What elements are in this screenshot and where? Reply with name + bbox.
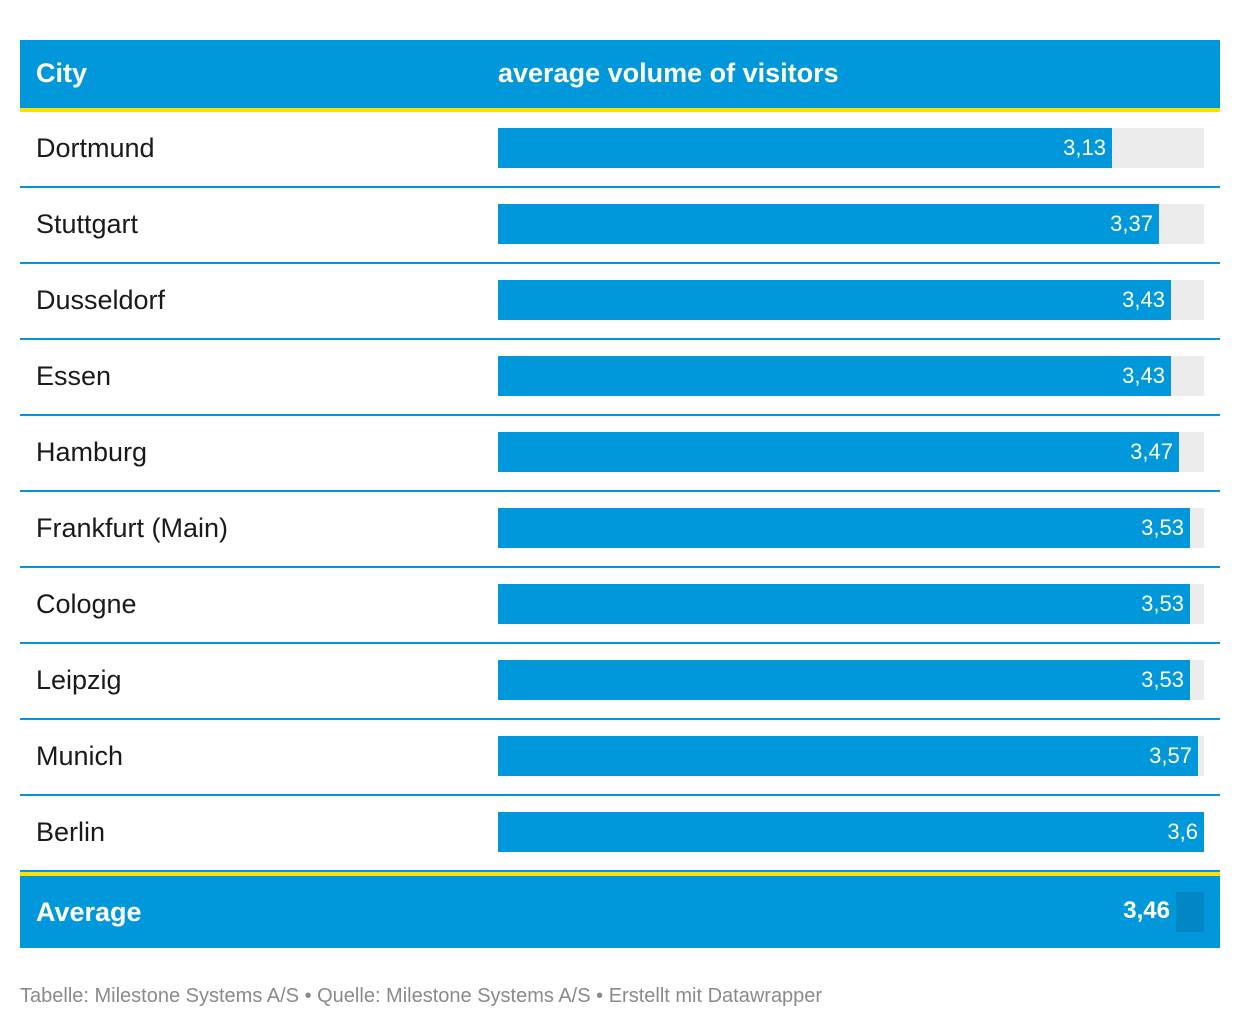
average-row: Average 3,46 <box>20 872 1220 948</box>
bar-value-label: 3,43 <box>1122 363 1165 388</box>
bar-value-label: 3,53 <box>1141 515 1184 540</box>
bar-value-label: 3,57 <box>1149 743 1192 768</box>
table-row: Dortmund 3,13 <box>20 112 1220 188</box>
bar-value-label: 3,53 <box>1141 591 1184 616</box>
city-name: Berlin <box>36 817 106 847</box>
bar-track: 3,37 <box>498 204 1204 244</box>
table-row: Frankfurt (Main) 3,53 <box>20 492 1220 568</box>
bar: 3,43 <box>498 280 1171 320</box>
table-header: City average volume of visitors <box>20 40 1220 112</box>
average-label: Average <box>36 897 142 927</box>
table-row: Hamburg 3,47 <box>20 416 1220 492</box>
city-name: Hamburg <box>36 437 148 467</box>
table-row: Stuttgart 3,37 <box>20 188 1220 264</box>
bar: 3,53 <box>498 508 1190 548</box>
average-bar <box>1176 892 1204 932</box>
bar-track: 3,57 <box>498 736 1204 776</box>
bar-value-label: 3,53 <box>1141 667 1184 692</box>
city-name: Munich <box>36 741 124 771</box>
table-row: Dusseldorf 3,43 <box>20 264 1220 340</box>
table-row: Cologne 3,53 <box>20 568 1220 644</box>
average-value: 3,46 <box>1123 897 1170 924</box>
bar-track: 3,43 <box>498 356 1204 396</box>
bar-value-label: 3,13 <box>1063 135 1106 160</box>
bar-track: 3,6 <box>498 812 1204 852</box>
table-row: Berlin 3,6 <box>20 796 1220 872</box>
bar: 3,37 <box>498 204 1159 244</box>
data-table: City average volume of visitors Dortmund… <box>20 40 1220 948</box>
bar-track: 3,13 <box>498 128 1204 168</box>
bar-track: 3,43 <box>498 280 1204 320</box>
bar-track: 3,53 <box>498 584 1204 624</box>
bar-value-label: 3,47 <box>1130 439 1173 464</box>
column-header-city[interactable]: City <box>36 58 88 88</box>
city-name: Essen <box>36 361 112 391</box>
city-name: Frankfurt (Main) <box>36 513 229 543</box>
bar: 3,57 <box>498 736 1198 776</box>
bar-value-label: 3,6 <box>1167 819 1198 844</box>
bar-value-label: 3,37 <box>1110 211 1153 236</box>
bar: 3,53 <box>498 660 1190 700</box>
bar: 3,47 <box>498 432 1179 472</box>
source-footer: Tabelle: Milestone Systems A/S • Quelle:… <box>20 985 823 1007</box>
table-row: Munich 3,57 <box>20 720 1220 796</box>
bar-track: 3,47 <box>498 432 1204 472</box>
bar: 3,6 <box>498 812 1204 852</box>
bar: 3,13 <box>498 128 1112 168</box>
city-name: Dusseldorf <box>36 285 166 315</box>
table-body: Dortmund 3,13 Stuttgart 3,37 Dusseldorf 3,43 E… <box>20 112 1220 872</box>
city-name: Dortmund <box>36 133 155 163</box>
bar-track: 3,53 <box>498 508 1204 548</box>
bar: 3,43 <box>498 356 1171 396</box>
column-header-visitors[interactable]: average volume of visitors <box>498 58 839 88</box>
city-name: Leipzig <box>36 665 122 695</box>
table-row: Essen 3,43 <box>20 340 1220 416</box>
bar-track: 3,53 <box>498 660 1204 700</box>
bar: 3,53 <box>498 584 1190 624</box>
city-name: Cologne <box>36 589 137 619</box>
bar-value-label: 3,43 <box>1122 287 1165 312</box>
city-name: Stuttgart <box>36 209 139 239</box>
table-row: Leipzig 3,53 <box>20 644 1220 720</box>
